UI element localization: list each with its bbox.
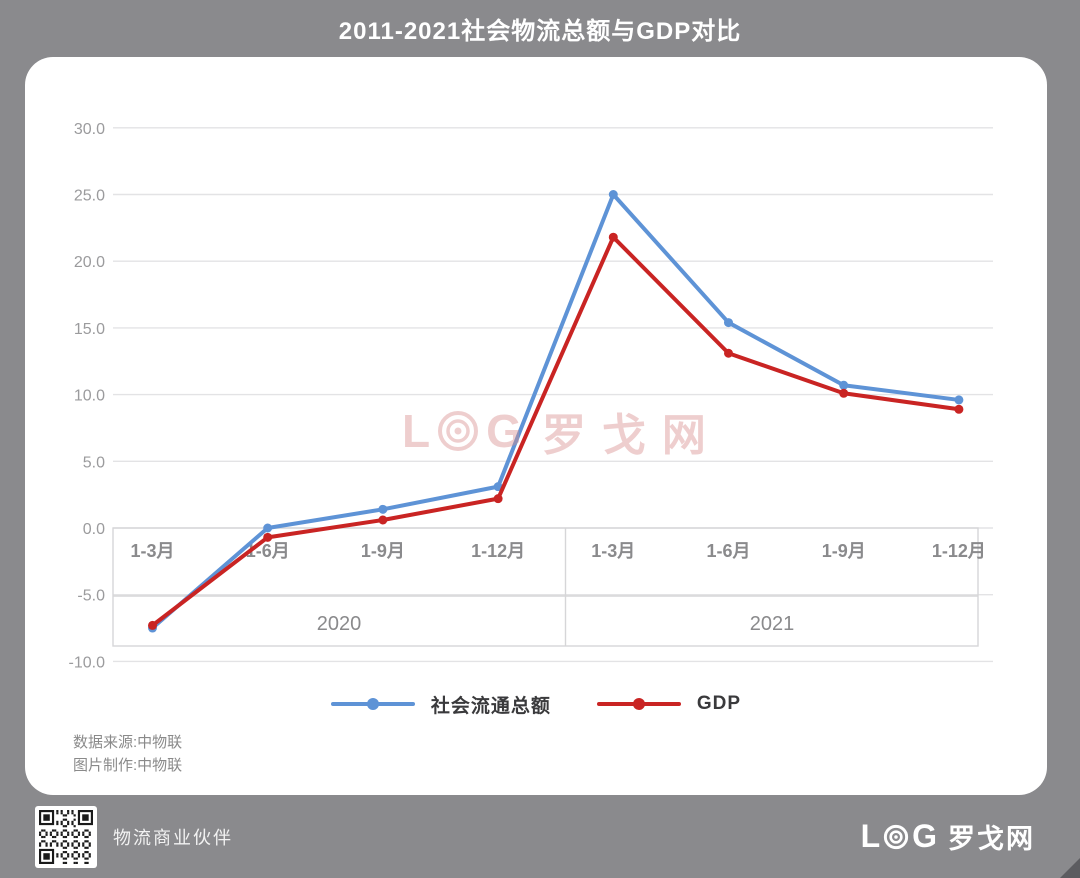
footer-logo: L G 罗戈网 [861, 795, 1035, 878]
x-category-label: 1-9月 [361, 541, 405, 561]
data-point [724, 318, 733, 328]
legend-marker-blue [330, 698, 415, 710]
data-point [954, 404, 964, 414]
y-tick-label: 15.0 [74, 321, 105, 338]
xaxis-box [112, 527, 979, 647]
logo-letter-l: L [860, 818, 881, 854]
logo-text-cn: 罗戈网 [948, 824, 1035, 854]
legend: 社会流通总额 GDP [25, 689, 1047, 719]
footer-bar: 物流商业伙伴 L G 罗戈网 [0, 795, 1080, 878]
x-category-label: 1-12月 [471, 541, 525, 561]
data-point [378, 504, 388, 514]
source-line-data: 数据来源:中物联 [73, 734, 183, 751]
source-note: 数据来源:中物联 图片制作:中物联 [73, 731, 182, 777]
data-point [724, 348, 733, 358]
page-title: 2011-2021社会物流总额与GDP对比 [338, 18, 742, 45]
y-tick-label: 10.0 [74, 388, 105, 405]
logo-target-icon [883, 824, 909, 849]
series-line-gdp [150, 235, 961, 628]
data-point [378, 515, 388, 525]
data-point [608, 232, 618, 242]
data-point [954, 395, 964, 405]
x-category-label: 1-3月 [130, 541, 174, 561]
y-tick-label: 25.0 [74, 188, 105, 205]
y-tick-label: -10.0 [69, 654, 106, 671]
partner-text: 物流商业伙伴 [113, 827, 233, 848]
qr-pattern-icon [39, 810, 93, 864]
data-point [839, 388, 849, 398]
x-category-label: 1-9月 [822, 541, 866, 561]
legend-item-gdp: GDP [596, 693, 742, 715]
legend-item-logistics: 社会流通总额 [330, 691, 551, 718]
y-tick-label: 30.0 [74, 121, 105, 138]
data-point [148, 620, 157, 630]
x-category-label: 1-6月 [706, 541, 750, 561]
title-bar: 2011-2021社会物流总额与GDP对比 [0, 0, 1080, 57]
line-chart: 30.0 25.0 20.0 15.0 10.0 5.0 0.0 -5.0 -10.0 1-3月 1… [69, 121, 993, 671]
series-line-logistics [150, 192, 961, 631]
data-point [263, 532, 273, 542]
data-point [608, 190, 618, 199]
y-tick-label: 0.0 [83, 521, 105, 538]
qr-code [35, 806, 97, 868]
legend-dot-icon [366, 698, 379, 710]
chart-card: 30.0 25.0 20.0 15.0 10.0 5.0 0.0 -5.0 -10.0 1-3月 1… [25, 57, 1047, 795]
logo-letter-g: G [912, 818, 937, 854]
x-category-label: 1-12月 [932, 541, 986, 561]
source-line-made: 图片制作:中物联 [73, 757, 183, 774]
year-label-2020: 2020 [317, 613, 362, 635]
y-tick-label: 20.0 [74, 254, 105, 271]
data-point [493, 494, 503, 504]
legend-label: GDP [696, 693, 742, 714]
data-point [263, 523, 273, 533]
corner-fold [1060, 858, 1080, 878]
legend-label: 社会流通总额 [430, 695, 551, 717]
legend-dot-icon [632, 698, 645, 710]
y-tick-label: -5.0 [77, 588, 105, 605]
x-category-label: 1-3月 [591, 541, 635, 561]
data-point [839, 380, 849, 390]
year-label-2021: 2021 [750, 613, 795, 635]
legend-marker-red [596, 698, 681, 710]
y-tick-label: 5.0 [83, 454, 105, 471]
